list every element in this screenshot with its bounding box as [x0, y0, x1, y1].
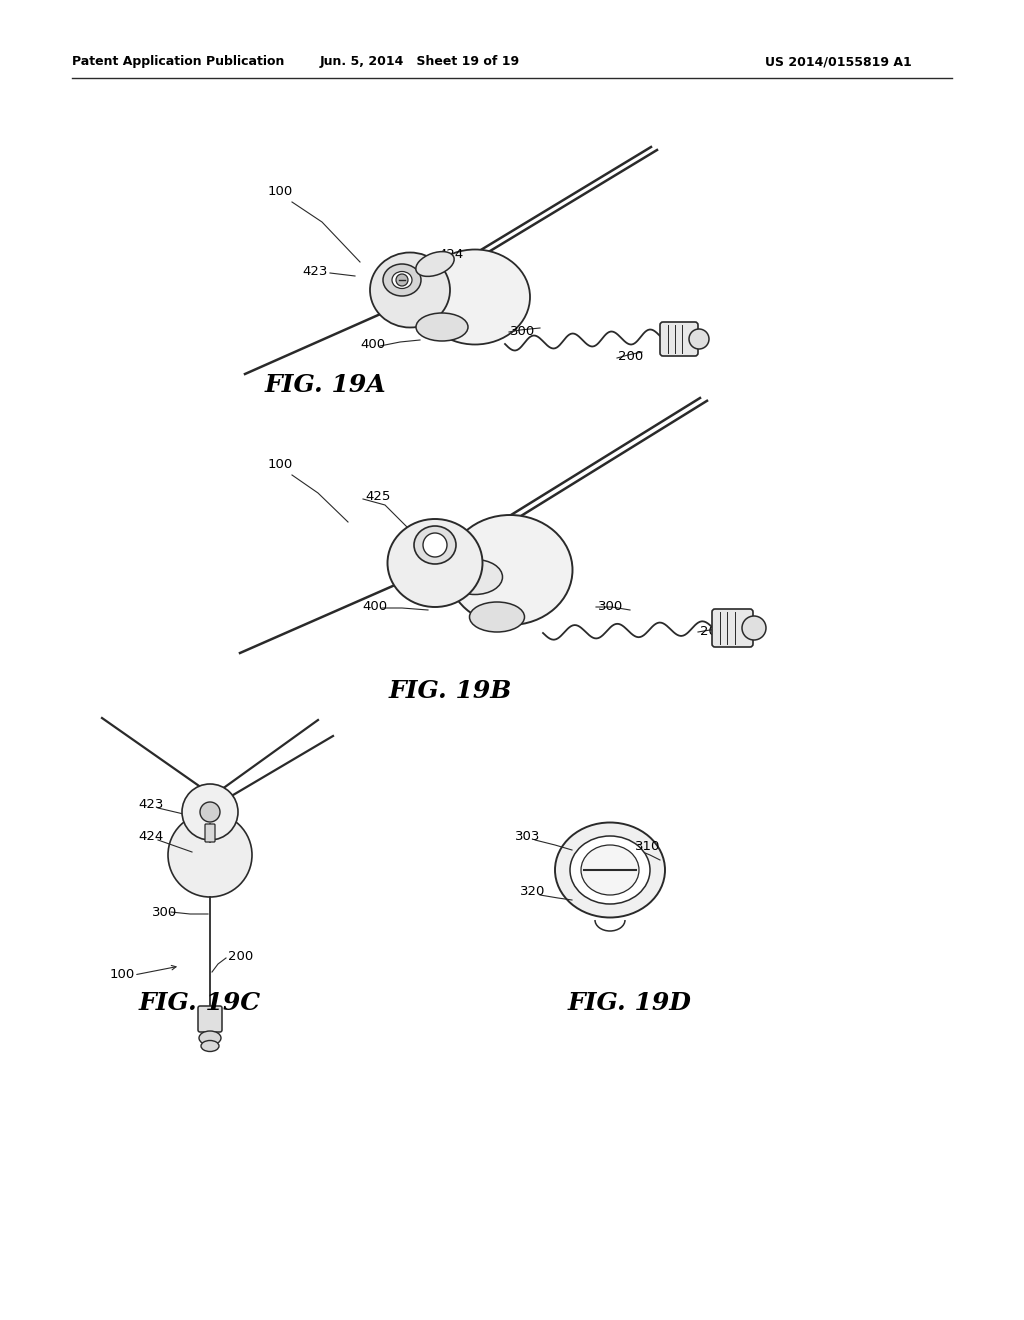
Text: 423: 423	[303, 265, 328, 279]
Ellipse shape	[416, 313, 468, 341]
Ellipse shape	[581, 845, 639, 895]
Text: FIG. 19D: FIG. 19D	[568, 991, 692, 1015]
Ellipse shape	[447, 560, 503, 594]
Ellipse shape	[414, 525, 456, 564]
Ellipse shape	[570, 836, 650, 904]
Ellipse shape	[370, 252, 450, 327]
Text: Jun. 5, 2014   Sheet 19 of 19: Jun. 5, 2014 Sheet 19 of 19	[319, 55, 520, 69]
Ellipse shape	[420, 249, 530, 345]
Text: 200: 200	[618, 350, 643, 363]
Text: FIG. 19B: FIG. 19B	[388, 678, 512, 704]
Text: 300: 300	[152, 906, 177, 919]
Text: FIG. 19C: FIG. 19C	[139, 991, 261, 1015]
Ellipse shape	[469, 602, 524, 632]
Ellipse shape	[201, 1040, 219, 1052]
Text: 303: 303	[515, 830, 541, 843]
Text: Patent Application Publication: Patent Application Publication	[72, 55, 285, 69]
Text: 300: 300	[598, 601, 624, 612]
Text: 400: 400	[362, 601, 387, 612]
Text: 320: 320	[520, 884, 546, 898]
Text: 424: 424	[438, 248, 463, 261]
Ellipse shape	[416, 252, 455, 276]
Text: 200: 200	[228, 950, 253, 964]
Ellipse shape	[392, 272, 412, 289]
Text: FIG. 19A: FIG. 19A	[264, 374, 386, 397]
Text: 100: 100	[268, 185, 293, 198]
Circle shape	[689, 329, 709, 348]
Text: 425: 425	[365, 490, 390, 503]
FancyBboxPatch shape	[205, 824, 215, 842]
Text: 100: 100	[268, 458, 293, 471]
Ellipse shape	[383, 264, 421, 296]
FancyBboxPatch shape	[712, 609, 753, 647]
Circle shape	[423, 533, 447, 557]
FancyBboxPatch shape	[660, 322, 698, 356]
Ellipse shape	[387, 519, 482, 607]
Text: US 2014/0155819 A1: US 2014/0155819 A1	[765, 55, 911, 69]
Text: 300: 300	[510, 325, 536, 338]
Text: 200: 200	[700, 624, 725, 638]
Circle shape	[396, 275, 408, 286]
Ellipse shape	[447, 515, 572, 624]
Text: 423: 423	[138, 799, 164, 810]
Ellipse shape	[555, 822, 665, 917]
Ellipse shape	[199, 1031, 221, 1045]
Circle shape	[182, 784, 238, 840]
Text: 424: 424	[138, 830, 163, 843]
Circle shape	[200, 803, 220, 822]
Circle shape	[742, 616, 766, 640]
Text: 100: 100	[110, 968, 135, 981]
FancyBboxPatch shape	[198, 1006, 222, 1032]
Circle shape	[168, 813, 252, 898]
Text: 400: 400	[360, 338, 385, 351]
Text: 310: 310	[635, 840, 660, 853]
